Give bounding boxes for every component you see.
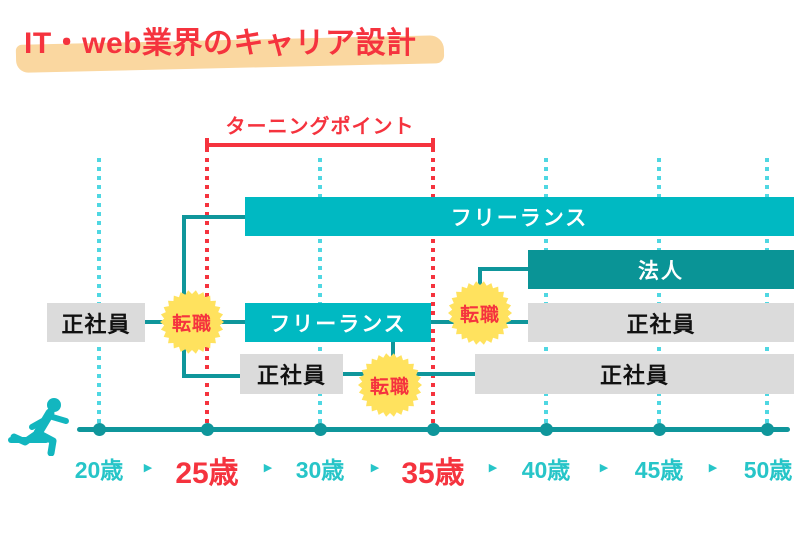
gridline-age-25-turning — [205, 158, 209, 426]
gridline-age-50 — [765, 158, 769, 426]
employee-row3-left-bar: 正社員 — [240, 354, 343, 394]
arrow-right-icon: ▶ — [599, 462, 609, 474]
gridline-age-45 — [657, 158, 661, 426]
arrow-right-icon: ▶ — [708, 462, 718, 474]
timeline-dot-40 — [539, 423, 553, 436]
starburst-icon — [358, 353, 422, 417]
runner-icon — [8, 398, 69, 456]
age-label-25: 25歳 — [175, 457, 239, 490]
freelance-top-bar: フリーランス — [245, 197, 794, 236]
timeline-dot-25 — [200, 423, 214, 436]
starburst-icon — [160, 290, 224, 354]
job-change-label-3: 転職 — [369, 376, 410, 398]
age-label-45: 45歳 — [634, 457, 684, 483]
age-label-30: 30歳 — [295, 457, 345, 483]
timeline-dot-50 — [760, 423, 774, 436]
turning-point-bracket — [205, 138, 435, 152]
arrow-right-icon: ▶ — [370, 462, 380, 474]
employee-start-label: 正社員 — [61, 311, 131, 337]
timeline-dot-35 — [426, 423, 440, 436]
turning-point-label: ターニングポイント — [225, 116, 415, 138]
timeline-dot-30 — [313, 423, 327, 436]
employee-row3-right-bar: 正社員 — [475, 354, 794, 394]
job-change-label-1: 転職 — [171, 313, 212, 335]
age-label-50: 50歳 — [743, 457, 793, 483]
timeline-dot-45 — [652, 423, 666, 436]
connector-to-employee-row3 — [182, 374, 242, 378]
starburst-icon — [448, 281, 512, 345]
age-label-40: 40歳 — [521, 457, 571, 483]
employee-row3-left-label: 正社員 — [256, 363, 326, 388]
connector-to-freelance-top — [182, 215, 247, 219]
arrow-right-icon: ▶ — [263, 462, 273, 474]
arrow-right-icon: ▶ — [488, 462, 498, 474]
employee-row3-right-label: 正社員 — [599, 363, 669, 388]
gridline-age-40 — [544, 158, 548, 426]
gridline-age-30 — [318, 158, 322, 426]
age-label-20: 20歳 — [74, 457, 124, 483]
freelance-mid-bar: フリーランス — [245, 303, 431, 342]
timeline-dot-20 — [92, 423, 106, 436]
arrow-right-icon: ▶ — [143, 462, 153, 474]
age-label-35: 35歳 — [401, 457, 465, 490]
corporation-label: 法人 — [638, 259, 684, 283]
freelance-mid-label: フリーランス — [269, 312, 407, 336]
connector-to-corporation — [478, 267, 530, 271]
job-change-badge-3: 転職 — [358, 353, 422, 417]
gridline-age-20 — [97, 158, 101, 426]
job-change-badge-1: 転職 — [160, 290, 224, 354]
employee-start-bar: 正社員 — [47, 303, 145, 342]
employee-mid-right-label: 正社員 — [626, 311, 696, 337]
employee-mid-right-bar: 正社員 — [528, 303, 794, 342]
job-change-badge-2: 転職 — [448, 281, 512, 345]
gridline-age-35-turning — [431, 158, 435, 426]
corporation-bar: 法人 — [528, 250, 794, 289]
job-change-label-2: 転職 — [459, 304, 500, 326]
freelance-top-label: フリーランス — [450, 206, 589, 230]
page-title: IT・web業界のキャリア設計 — [24, 27, 417, 60]
